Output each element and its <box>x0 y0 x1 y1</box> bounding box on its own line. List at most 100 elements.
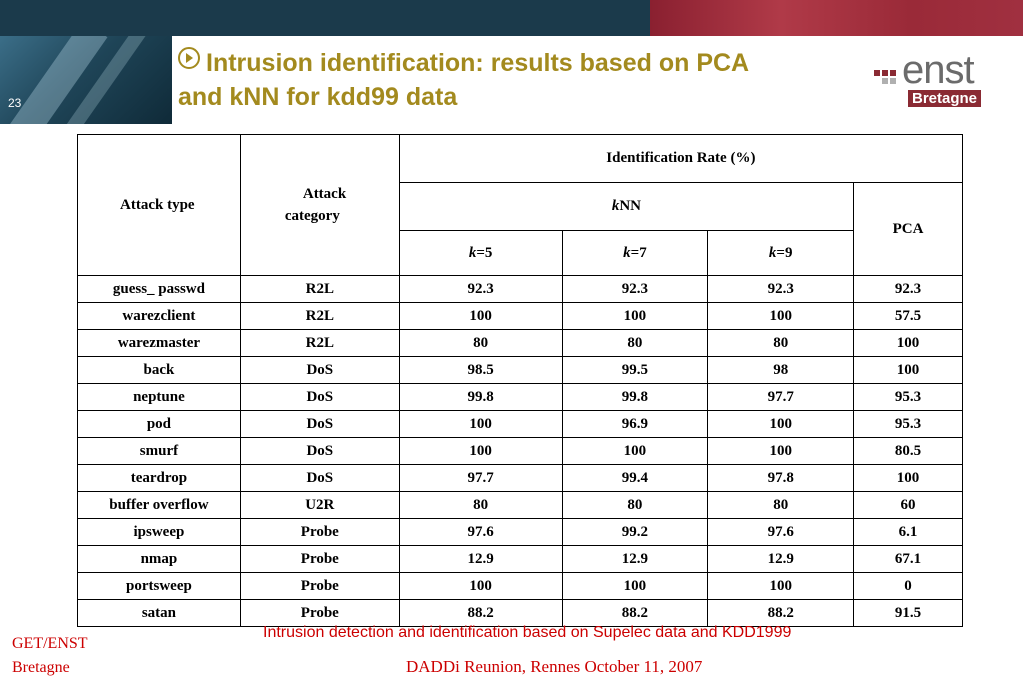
cell-category: DoS <box>239 437 400 465</box>
corner-graphic <box>0 36 172 124</box>
cell-k7: 12.9 <box>561 545 709 573</box>
cell-pca: 91.5 <box>853 599 963 627</box>
cell-pca: 95.3 <box>853 410 963 438</box>
header-knn: kNN <box>398 182 855 231</box>
cell-pca: 57.5 <box>853 302 963 330</box>
cell-type: teardrop <box>77 464 241 492</box>
cell-k9: 98 <box>707 356 855 384</box>
cell-k9: 100 <box>707 437 855 465</box>
footnote: Intrusion detection and identification b… <box>263 624 792 641</box>
cell-k9: 97.6 <box>707 518 855 546</box>
cell-type: ipsweep <box>77 518 241 546</box>
cell-k9: 97.7 <box>707 383 855 411</box>
cell-k5: 97.7 <box>398 464 563 492</box>
results-table: Attack type Attack category Identificati… <box>77 134 964 627</box>
cell-k7: 88.2 <box>561 599 709 627</box>
cell-type: neptune <box>77 383 241 411</box>
table-row: warezmaster R2L 80 80 80 100 <box>77 329 963 357</box>
table-row: pod DoS 100 96.9 100 95.3 <box>77 410 963 438</box>
cell-pca: 92.3 <box>853 275 963 303</box>
table-row: portsweep Probe 100 100 100 0 <box>77 572 963 600</box>
cell-k7: 96.9 <box>561 410 709 438</box>
table-row: ipsweep Probe 97.6 99.2 97.6 6.1 <box>77 518 963 546</box>
cell-type: portsweep <box>77 572 241 600</box>
cell-type: smurf <box>77 437 241 465</box>
cell-type: guess_ passwd <box>77 275 241 303</box>
cell-pca: 100 <box>853 464 963 492</box>
cell-pca: 6.1 <box>853 518 963 546</box>
cell-k9: 97.8 <box>707 464 855 492</box>
cell-k7: 99.4 <box>561 464 709 492</box>
footer-institution: GET/ENST Bretagne <box>12 635 88 676</box>
cell-type: warezmaster <box>77 329 241 357</box>
cell-k5: 12.9 <box>398 545 563 573</box>
cell-category: Probe <box>239 545 400 573</box>
table-row: satan Probe 88.2 88.2 88.2 91.5 <box>77 599 963 627</box>
table-row: guess_ passwd R2L 92.3 92.3 92.3 92.3 <box>77 275 963 303</box>
cell-k7: 80 <box>561 329 709 357</box>
cell-k7: 100 <box>561 302 709 330</box>
cell-pca: 0 <box>853 572 963 600</box>
header-k9: k=9 <box>707 230 855 276</box>
cell-k5: 100 <box>398 437 563 465</box>
cell-k9: 12.9 <box>707 545 855 573</box>
cell-category: DoS <box>239 383 400 411</box>
cell-k5: 100 <box>398 410 563 438</box>
cell-category: U2R <box>239 491 400 519</box>
cell-type: back <box>77 356 241 384</box>
cell-k9: 92.3 <box>707 275 855 303</box>
cell-category: R2L <box>239 302 400 330</box>
cell-k5: 100 <box>398 572 563 600</box>
cell-category: R2L <box>239 275 400 303</box>
enst-logo: enst Bretagne <box>870 50 1010 108</box>
cell-k7: 100 <box>561 437 709 465</box>
cell-k5: 92.3 <box>398 275 563 303</box>
table-row: buffer overflow U2R 80 80 80 60 <box>77 491 963 519</box>
slide-title: Intrusion identification: results based … <box>178 46 868 114</box>
cell-k9: 80 <box>707 491 855 519</box>
table-row: neptune DoS 99.8 99.8 97.7 95.3 <box>77 383 963 411</box>
cell-type: pod <box>77 410 241 438</box>
cell-category: Probe <box>239 599 400 627</box>
title-line-2: and kNN for kdd99 data <box>178 83 458 111</box>
cell-k7: 92.3 <box>561 275 709 303</box>
cell-category: DoS <box>239 410 400 438</box>
cell-k9: 100 <box>707 302 855 330</box>
cell-k9: 100 <box>707 410 855 438</box>
cell-pca: 67.1 <box>853 545 963 573</box>
cell-k9: 100 <box>707 572 855 600</box>
header-k7: k=7 <box>561 230 709 276</box>
cell-pca: 60 <box>853 491 963 519</box>
cell-category: R2L <box>239 329 400 357</box>
cell-k5: 97.6 <box>398 518 563 546</box>
cell-k9: 88.2 <box>707 599 855 627</box>
cell-k5: 88.2 <box>398 599 563 627</box>
cell-pca: 100 <box>853 329 963 357</box>
footer-event: DADDi Reunion, Rennes October 11, 2007 <box>406 657 703 676</box>
cell-k5: 99.8 <box>398 383 563 411</box>
slide-number: 23 <box>8 96 22 110</box>
cell-type: satan <box>77 599 241 627</box>
top-bar-accent <box>650 0 1023 36</box>
cell-k5: 80 <box>398 329 563 357</box>
table-row: smurf DoS 100 100 100 80.5 <box>77 437 963 465</box>
cell-k7: 80 <box>561 491 709 519</box>
title-line-1: Intrusion identification: results based … <box>206 49 750 77</box>
cell-type: warezclient <box>77 302 241 330</box>
cell-type: buffer overflow <box>77 491 241 519</box>
arrow-circle-icon <box>178 47 200 69</box>
cell-k7: 99.5 <box>561 356 709 384</box>
cell-type: nmap <box>77 545 241 573</box>
table-row: warezclient R2L 100 100 100 57.5 <box>77 302 963 330</box>
logo-word: enst <box>902 48 975 92</box>
cell-category: Probe <box>239 518 400 546</box>
header-pca: PCA <box>853 182 963 276</box>
cell-k7: 99.8 <box>561 383 709 411</box>
cell-pca: 95.3 <box>853 383 963 411</box>
cell-k5: 100 <box>398 302 563 330</box>
cell-k9: 80 <box>707 329 855 357</box>
cell-pca: 100 <box>853 356 963 384</box>
cell-k5: 98.5 <box>398 356 563 384</box>
cell-k7: 100 <box>561 572 709 600</box>
table-row: nmap Probe 12.9 12.9 12.9 67.1 <box>77 545 963 573</box>
